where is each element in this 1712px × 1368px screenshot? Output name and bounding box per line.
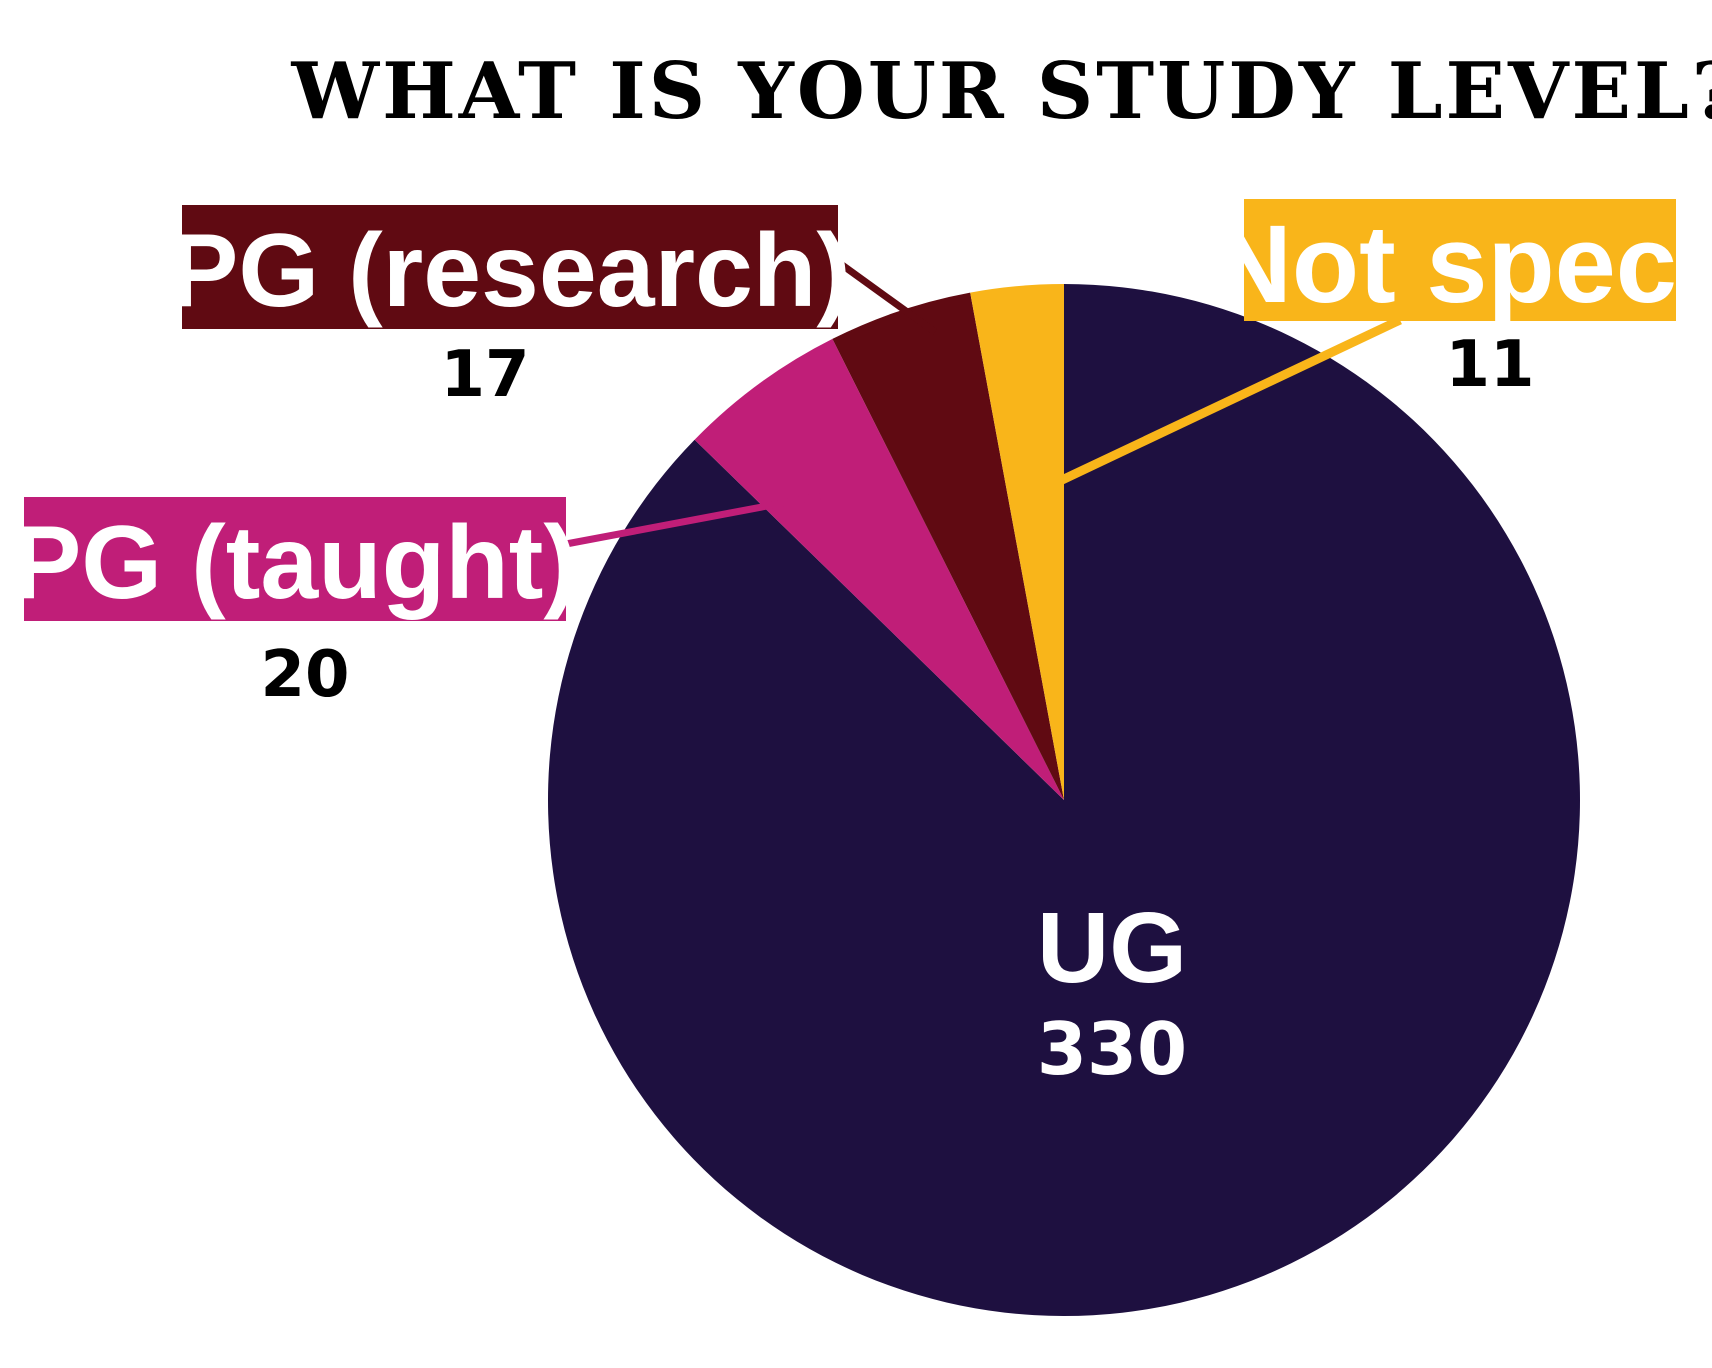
pie-slice-pg-taught bbox=[694, 338, 1064, 800]
leader-line-not-spec bbox=[1060, 315, 1402, 485]
callout-box-pg-taught bbox=[24, 497, 566, 621]
chart-title: WHAT IS YOUR STUDY LEVEL? bbox=[290, 46, 1712, 137]
pie-slice-not-spec bbox=[970, 284, 1064, 800]
pie-slices bbox=[548, 284, 1581, 1316]
callout-box-pg-research bbox=[182, 205, 838, 329]
leader-line-pg-taught bbox=[565, 492, 821, 548]
pie-slice-ug bbox=[548, 284, 1581, 1316]
pie-slice-pg-research bbox=[832, 292, 1064, 800]
slice-value-pg-taught: 20 bbox=[260, 638, 349, 712]
slice-label-pg-taught: PG (taught) bbox=[12, 505, 578, 621]
slice-value-ug: 330 bbox=[1037, 1007, 1187, 1091]
slice-value-not-spec: 11 bbox=[1445, 328, 1534, 402]
slice-label-pg-research: PG (research) bbox=[169, 213, 851, 329]
slice-label-not-spec: Not spec. bbox=[1212, 203, 1707, 326]
slice-label-ug: UG bbox=[1037, 892, 1187, 1004]
callout-box-not-spec bbox=[1244, 199, 1676, 321]
slice-value-pg-research: 17 bbox=[440, 338, 529, 412]
leader-line-pg-research bbox=[835, 259, 938, 335]
